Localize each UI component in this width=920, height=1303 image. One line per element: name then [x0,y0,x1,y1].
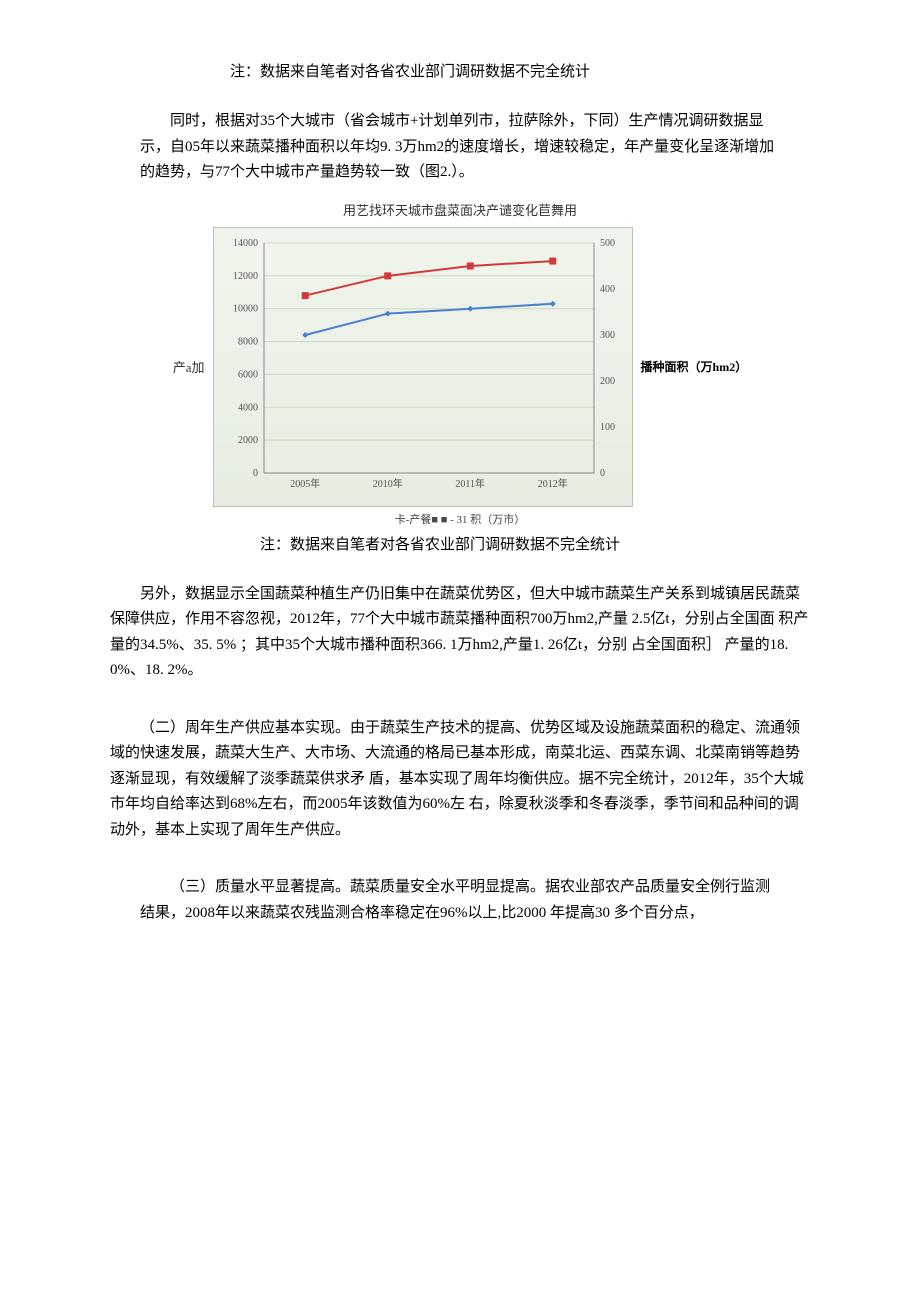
svg-text:2010年: 2010年 [372,477,402,490]
svg-text:0: 0 [253,468,258,479]
paragraph-3: （二）周年生产供应基本实现。由于蔬菜生产技术的提高、优势区域及设施蔬菜面积的稳定… [110,716,810,844]
right-axis-label: 播种面积（万hm2） [641,358,748,375]
svg-text:2005年: 2005年 [290,477,320,490]
paragraph-4: （三）质量水平显著提高。蔬菜质量安全水平明显提高。据农业部农产品质量安全例行监测… [140,875,780,926]
svg-text:10000: 10000 [233,303,258,314]
chart-legend: 卡-产餐■ ■ - 31 积（万市） [140,511,780,527]
svg-text:2000: 2000 [238,435,258,446]
svg-text:500: 500 [600,238,615,249]
svg-text:12000: 12000 [233,270,258,281]
note-1: 注：数据来自笔者对各省农业部门调研数据不完全统计 [200,60,780,81]
svg-text:4000: 4000 [238,402,258,413]
svg-text:300: 300 [600,330,615,341]
svg-text:6000: 6000 [238,369,258,380]
svg-text:8000: 8000 [238,336,258,347]
svg-text:100: 100 [600,422,615,433]
svg-text:400: 400 [600,284,615,295]
left-axis-label: 产a加 [173,357,205,376]
svg-text:2011年: 2011年 [455,477,485,490]
line-chart: 0 2000 4000 6000 8000 10000 12000 14000 0 100 200 3… [213,227,633,507]
svg-text:200: 200 [600,376,615,387]
note-2: 注：数据来自笔者对各省农业部门调研数据不完全统计 [260,533,780,554]
svg-text:14000: 14000 [233,238,258,249]
svg-text:2012年: 2012年 [537,477,567,490]
paragraph-2: 另外，数据显示全国蔬菜种植生产仍旧集中在蔬菜优势区，但大中城市蔬菜生产关系到城镇… [110,582,810,684]
chart-wrapper: 产a加 0 2000 4000 6000 8000 10000 12000 14000 0 100… [140,227,780,507]
paragraph-1: 同时，根据对35个大城市（省会城市+计划单列市，拉萨除外，下同）生产情况调研数据… [140,109,780,186]
svg-text:0: 0 [600,468,605,479]
chart-title: 用艺找环天城市盘菜面决产谴变化苣舞用 [140,200,780,219]
